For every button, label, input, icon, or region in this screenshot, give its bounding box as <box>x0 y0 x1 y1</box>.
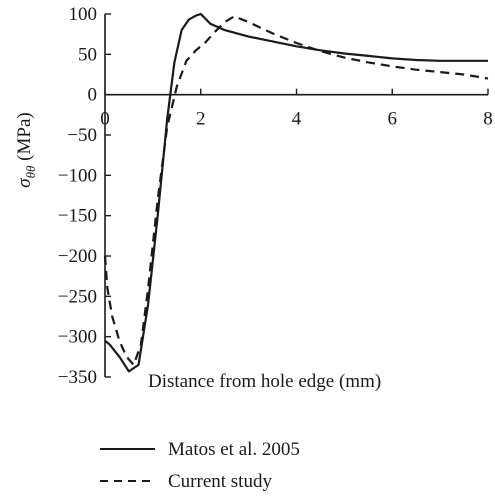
series-line-current-study <box>103 15 489 366</box>
axes <box>104 13 489 378</box>
y-tick-label: −250 <box>58 286 97 307</box>
y-tick-label: 50 <box>78 44 97 65</box>
y-tick-label: −100 <box>58 165 97 186</box>
y-tick-label: −200 <box>58 246 97 267</box>
x-tick-label: 0 <box>100 109 110 130</box>
y-tick-labels: 100 50 0 −50 −100 −150 −200 −250 −300 −350 <box>58 4 97 388</box>
series-line-matos-2005 <box>104 12 488 373</box>
y-axis-title: σθθ (MPa) <box>14 112 38 187</box>
legend-label: Current study <box>168 471 272 492</box>
y-tick-label: −50 <box>67 125 97 146</box>
x-tick-labels: 0 2 4 6 8 <box>100 109 493 130</box>
y-tick-label: −300 <box>58 327 97 348</box>
y-axis-symbol: σ <box>14 178 35 188</box>
x-tick-label: 6 <box>388 109 398 130</box>
y-axis-unit-text: (MPa) <box>14 112 35 161</box>
x-axis-title: Distance from hole edge (mm) <box>148 371 381 392</box>
series-lines <box>103 12 489 373</box>
legend-label: Matos et al. 2005 <box>168 439 300 460</box>
y-tick-label: −350 <box>58 367 97 388</box>
x-tick-label: 8 <box>483 109 493 130</box>
legend: Matos et al. 2005 Current study <box>100 439 300 492</box>
x-tick-label: 2 <box>196 109 206 130</box>
x-tick-label: 4 <box>292 109 302 130</box>
y-tick-label: 0 <box>88 85 98 106</box>
y-axis-subscript: θθ <box>23 165 38 178</box>
y-tick-label: 100 <box>69 4 98 25</box>
y-tick-label: −150 <box>58 206 97 227</box>
